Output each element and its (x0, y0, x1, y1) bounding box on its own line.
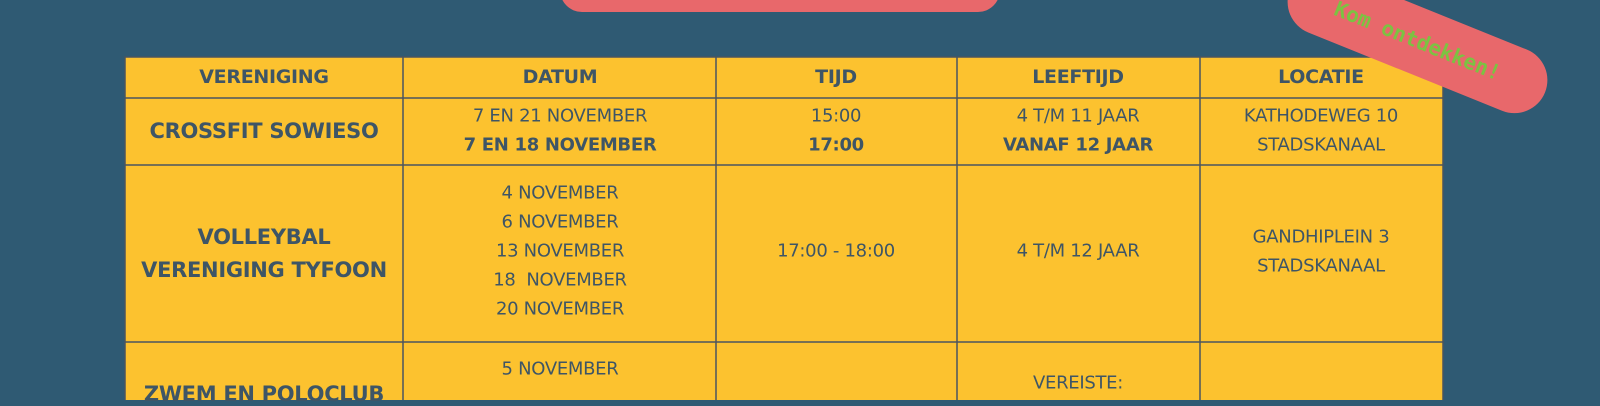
date: 5 NOVEMBER (501, 358, 619, 380)
location: STADSKANAAL (1257, 255, 1385, 277)
time: 17:00 - 18:00 (777, 240, 895, 262)
date: 20 NOVEMBER (495, 298, 625, 320)
club-name: CROSSFIT SOWIESO (149, 119, 379, 143)
club-name: VOLLEYBAL (197, 225, 331, 249)
date: 6 NOVEMBER (501, 211, 619, 233)
date: 13 NOVEMBER (495, 240, 625, 262)
column-header: DATUM (522, 66, 598, 88)
column-header: VERENIGING (199, 66, 329, 88)
location: KATHODEWEG 10 (1243, 105, 1399, 127)
column-header: TIJD (815, 66, 857, 88)
date: 7 EN 21 NOVEMBER (472, 105, 648, 127)
date: 18 NOVEMBER (493, 269, 627, 291)
time: 17:00 (808, 134, 864, 156)
top-banner (560, 0, 1000, 12)
age: 4 T/M 11 JAAR (1016, 105, 1140, 127)
column-header: LOCATIE (1278, 66, 1364, 88)
age: VANAF 12 JAAR (1002, 134, 1154, 156)
location: STADSKANAAL (1257, 134, 1385, 156)
club-name: VERENIGING TYFOON (141, 258, 387, 282)
club-name: ZWEM EN POLOCLUB (143, 382, 385, 406)
time: 15:00 (810, 105, 862, 127)
date: 7 EN 18 NOVEMBER (463, 134, 657, 156)
age: VEREISTE: (1032, 372, 1124, 394)
location: GANDHIPLEIN 3 (1252, 226, 1390, 248)
age: 4 T/M 12 JAAR (1016, 240, 1140, 262)
column-header: LEEFTIJD (1032, 66, 1124, 88)
date: 4 NOVEMBER (501, 182, 619, 204)
